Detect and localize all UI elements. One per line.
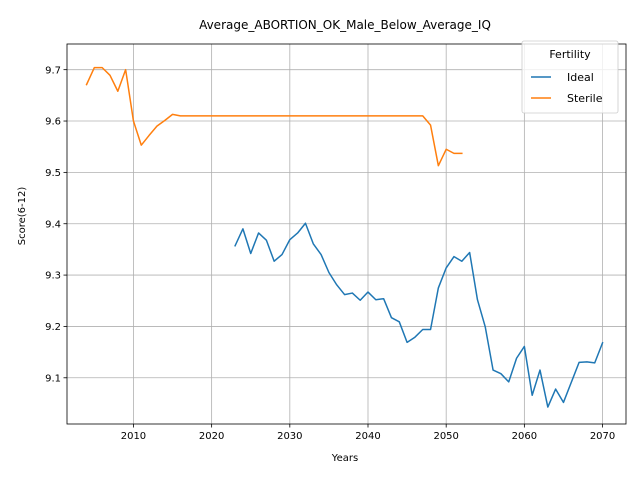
x-tick-label: 2040 bbox=[355, 431, 380, 442]
x-tick-label: 2010 bbox=[121, 431, 146, 442]
series-line-ideal bbox=[234, 222, 604, 408]
x-axis-label: Years bbox=[331, 453, 358, 464]
legend-title: Fertility bbox=[549, 48, 591, 61]
plot-area-frame bbox=[66, 43, 627, 425]
y-axis-label: Score(6-12) bbox=[17, 187, 28, 246]
x-tick-label: 2050 bbox=[433, 431, 458, 442]
grid bbox=[67, 44, 626, 424]
x-tick-label: 2030 bbox=[277, 431, 302, 442]
y-tick-label: 9.5 bbox=[45, 168, 61, 179]
x-tick-label: 2020 bbox=[199, 431, 224, 442]
y-tick-label: 9.4 bbox=[45, 219, 61, 230]
chart-title: Average_ABORTION_OK_Male_Below_Average_I… bbox=[199, 18, 491, 32]
y-tick-label: 9.2 bbox=[45, 322, 61, 333]
y-axis-ticks: 9.1 9.2 9.3 9.4 9.5 9.6 9.7 bbox=[45, 65, 67, 384]
series-lines bbox=[85, 66, 604, 408]
legend-box bbox=[521, 40, 619, 114]
x-axis-ticks: 2010 2020 2030 2040 2050 2060 2070 bbox=[121, 424, 615, 442]
series-line-sterile bbox=[85, 66, 463, 167]
y-tick-label: 9.3 bbox=[45, 271, 61, 282]
legend-label-sterile: Sterile bbox=[567, 92, 603, 105]
legend: Fertility Ideal Sterile bbox=[521, 40, 619, 114]
y-tick-label: 9.1 bbox=[45, 373, 61, 384]
legend-label-ideal: Ideal bbox=[567, 71, 594, 84]
y-tick-label: 9.6 bbox=[45, 117, 61, 128]
x-tick-label: 2060 bbox=[512, 431, 537, 442]
x-tick-label: 2070 bbox=[590, 431, 615, 442]
y-tick-label: 9.7 bbox=[45, 65, 61, 76]
